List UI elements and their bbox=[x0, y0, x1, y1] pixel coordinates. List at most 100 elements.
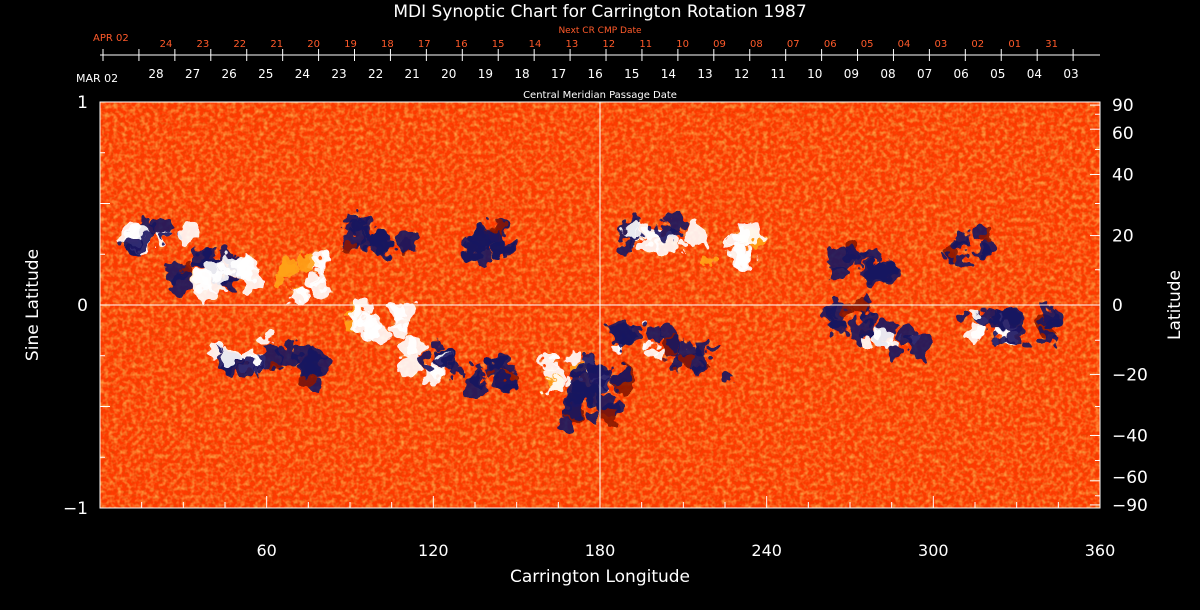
region-blob bbox=[340, 209, 356, 225]
region-blob bbox=[428, 340, 441, 353]
region-blob bbox=[497, 376, 515, 394]
region-blob bbox=[1038, 321, 1047, 330]
active-region bbox=[822, 294, 876, 343]
active-region bbox=[398, 336, 461, 383]
cmp-date-label: 20 bbox=[441, 67, 456, 81]
x-axis-label: Carrington Longitude bbox=[510, 567, 690, 587]
region-blob bbox=[311, 255, 329, 273]
region-blob bbox=[827, 248, 851, 272]
region-blob bbox=[573, 369, 580, 376]
region-blob bbox=[592, 401, 602, 412]
x-tick-label: 240 bbox=[751, 541, 782, 560]
active-region bbox=[937, 224, 996, 269]
region-blob bbox=[398, 354, 422, 378]
region-blob bbox=[738, 222, 763, 246]
cmp-date-label: 09 bbox=[844, 67, 859, 81]
region-blob bbox=[654, 221, 675, 242]
cmp-date-label: 24 bbox=[295, 67, 310, 81]
region-blob bbox=[829, 266, 847, 284]
next-cmp-date-label: 12 bbox=[602, 39, 615, 50]
active-region bbox=[206, 332, 272, 379]
region-blob bbox=[320, 279, 329, 289]
cmp-date-label: 10 bbox=[807, 67, 822, 81]
region-blob bbox=[971, 326, 984, 339]
region-blob bbox=[238, 361, 257, 379]
region-blob bbox=[551, 353, 562, 364]
region-blob bbox=[614, 334, 630, 350]
region-blob bbox=[970, 309, 980, 319]
region-blob bbox=[370, 229, 387, 245]
cmp-date-label: 05 bbox=[990, 67, 1005, 81]
region-blob bbox=[272, 272, 290, 290]
region-blob bbox=[437, 355, 450, 368]
region-blob bbox=[580, 354, 601, 374]
active-region bbox=[460, 219, 513, 265]
active-regions bbox=[120, 209, 1064, 433]
region-blob bbox=[221, 346, 240, 365]
active-region bbox=[959, 307, 1019, 347]
region-blob bbox=[679, 341, 693, 356]
cmp-date-label: 18 bbox=[514, 67, 529, 81]
cmp-date-label: 07 bbox=[917, 67, 932, 81]
region-blob bbox=[486, 369, 493, 377]
region-blob bbox=[544, 376, 563, 394]
region-blob bbox=[693, 341, 711, 358]
region-blob bbox=[643, 340, 651, 348]
region-blob bbox=[996, 334, 1007, 346]
chart-title: MDI Synoptic Chart for Carrington Rotati… bbox=[393, 2, 806, 22]
region-blob bbox=[861, 265, 884, 288]
cmp-date-label: 16 bbox=[588, 67, 603, 81]
next-cmp-date-label: 07 bbox=[787, 39, 800, 50]
cmp-date-label: 21 bbox=[405, 67, 420, 81]
region-blob bbox=[1048, 320, 1059, 331]
region-blob bbox=[684, 223, 707, 246]
region-blob bbox=[395, 228, 419, 252]
region-blob bbox=[640, 322, 649, 331]
region-blob bbox=[889, 347, 901, 360]
cmp-date-label: 23 bbox=[331, 67, 346, 81]
region-blob bbox=[612, 399, 620, 407]
cmp-date-label: 28 bbox=[148, 67, 163, 81]
cmp-date-label: 26 bbox=[222, 67, 237, 81]
next-cmp-axis-label: Next CR CMP Date bbox=[558, 26, 642, 36]
next-cmp-date-label: 14 bbox=[529, 39, 542, 50]
region-blob bbox=[557, 417, 574, 433]
y-tick-label-left: 1 bbox=[77, 93, 88, 113]
next-cmp-date-label: 23 bbox=[197, 39, 210, 50]
x-tick-label: 300 bbox=[918, 541, 949, 560]
region-blob bbox=[870, 329, 893, 351]
region-blob bbox=[169, 270, 194, 295]
region-blob bbox=[602, 378, 612, 388]
active-region bbox=[827, 240, 900, 288]
cmp-date-label: 03 bbox=[1063, 67, 1078, 81]
y-tick-label-left: −1 bbox=[63, 499, 88, 519]
region-blob bbox=[723, 241, 732, 250]
active-region bbox=[618, 211, 688, 258]
region-blob bbox=[448, 362, 461, 375]
y-tick-label-right: 90 bbox=[1112, 96, 1134, 116]
region-blob bbox=[1006, 327, 1025, 346]
region-blob bbox=[1022, 342, 1030, 350]
next-cmp-date-label: 05 bbox=[861, 39, 874, 50]
next-cmp-date-label: 22 bbox=[233, 39, 246, 50]
region-blob bbox=[891, 342, 899, 350]
region-blob bbox=[947, 253, 955, 261]
region-blob bbox=[418, 354, 430, 366]
region-blob bbox=[711, 345, 720, 355]
region-blob bbox=[894, 323, 917, 345]
y-tick-label-right: 40 bbox=[1112, 166, 1134, 186]
region-blob bbox=[470, 371, 487, 388]
region-blob bbox=[288, 285, 309, 306]
region-blob bbox=[959, 311, 970, 322]
region-blob bbox=[1040, 330, 1054, 344]
next-cmp-date-label: 20 bbox=[307, 39, 320, 50]
cmp-date-label: 08 bbox=[880, 67, 895, 81]
cmp-axis-label: Central Meridian Passage Date bbox=[523, 90, 677, 101]
region-blob bbox=[567, 352, 581, 366]
cmp-date-label: 14 bbox=[661, 67, 676, 81]
next-cmp-date-label: 18 bbox=[381, 39, 394, 50]
region-blob bbox=[391, 323, 407, 339]
region-blob bbox=[860, 339, 871, 350]
region-blob bbox=[224, 276, 239, 291]
